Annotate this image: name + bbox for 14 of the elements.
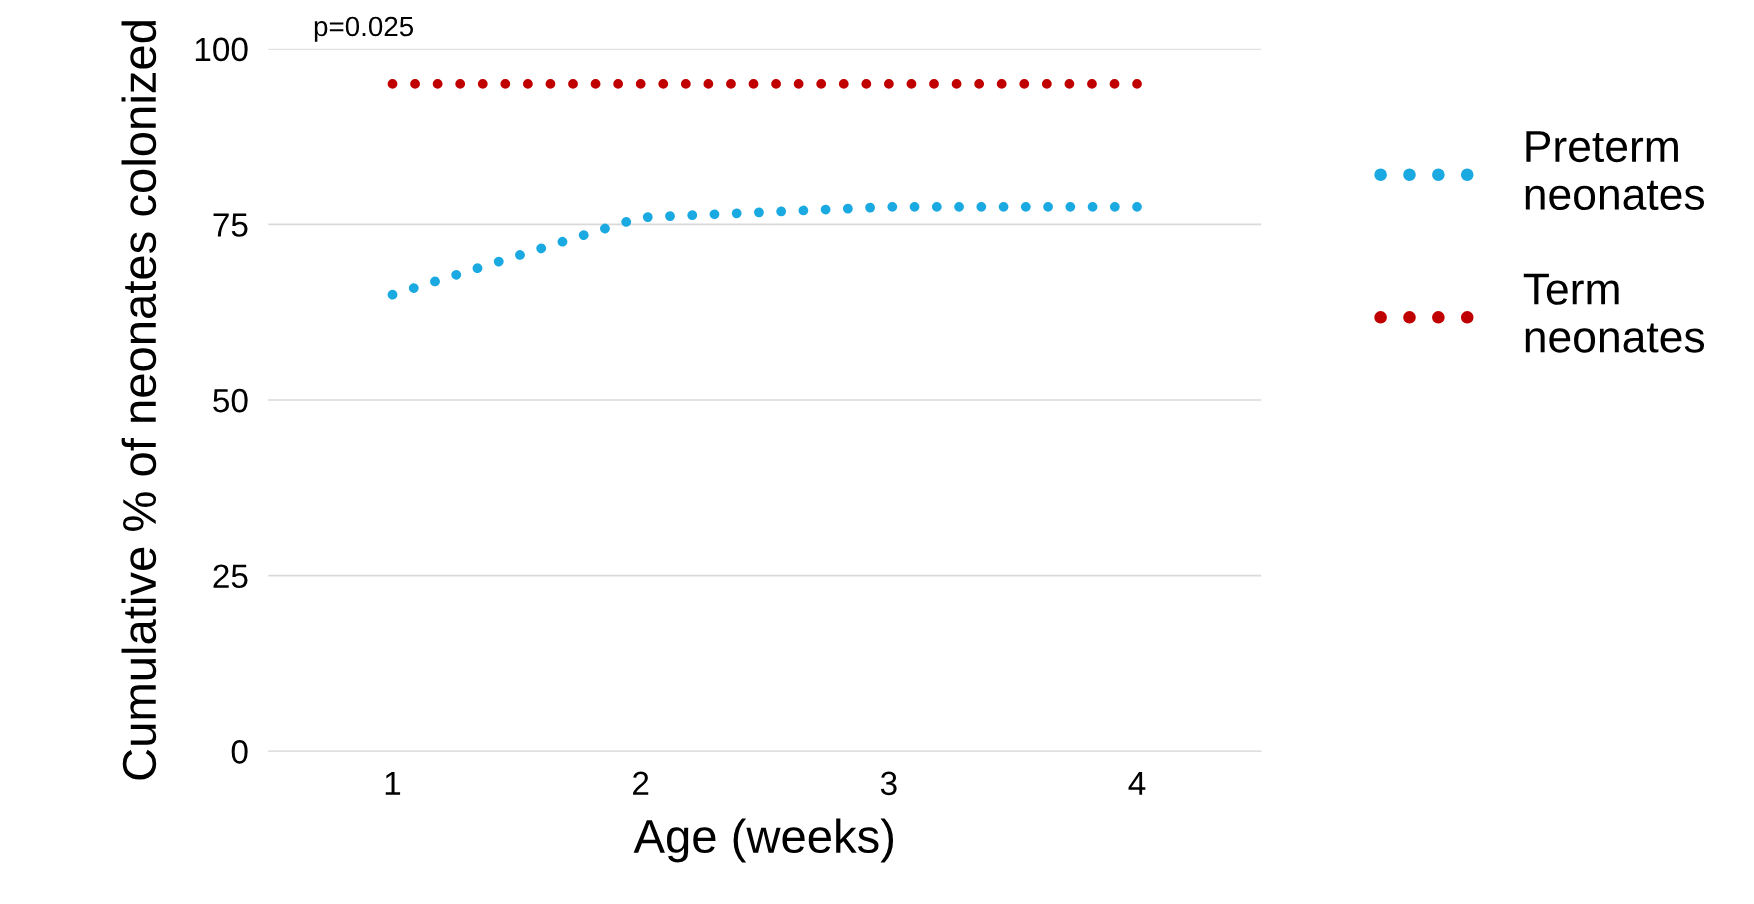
x-axis-title: Age (weeks) bbox=[633, 818, 894, 863]
y-axis-title: Cumulative % of neonates colonized bbox=[121, 21, 157, 780]
y-tick-label: 50 bbox=[213, 388, 248, 413]
y-tick-label: 0 bbox=[231, 740, 248, 764]
x-tick-label: 2 bbox=[633, 771, 649, 795]
y-tick-label: 25 bbox=[213, 564, 248, 589]
legend-label: Preterm neonates bbox=[1525, 131, 1705, 211]
text: p=0.025 bbox=[314, 16, 414, 42]
x-tick-label: 3 bbox=[880, 771, 897, 796]
y-tick-label: 100 bbox=[195, 37, 248, 62]
x-tick-label: 1 bbox=[385, 771, 401, 795]
x-tick-label: 4 bbox=[1128, 771, 1146, 795]
legend-label: Term neonates bbox=[1523, 273, 1705, 353]
y-tick-label: 75 bbox=[213, 213, 248, 237]
